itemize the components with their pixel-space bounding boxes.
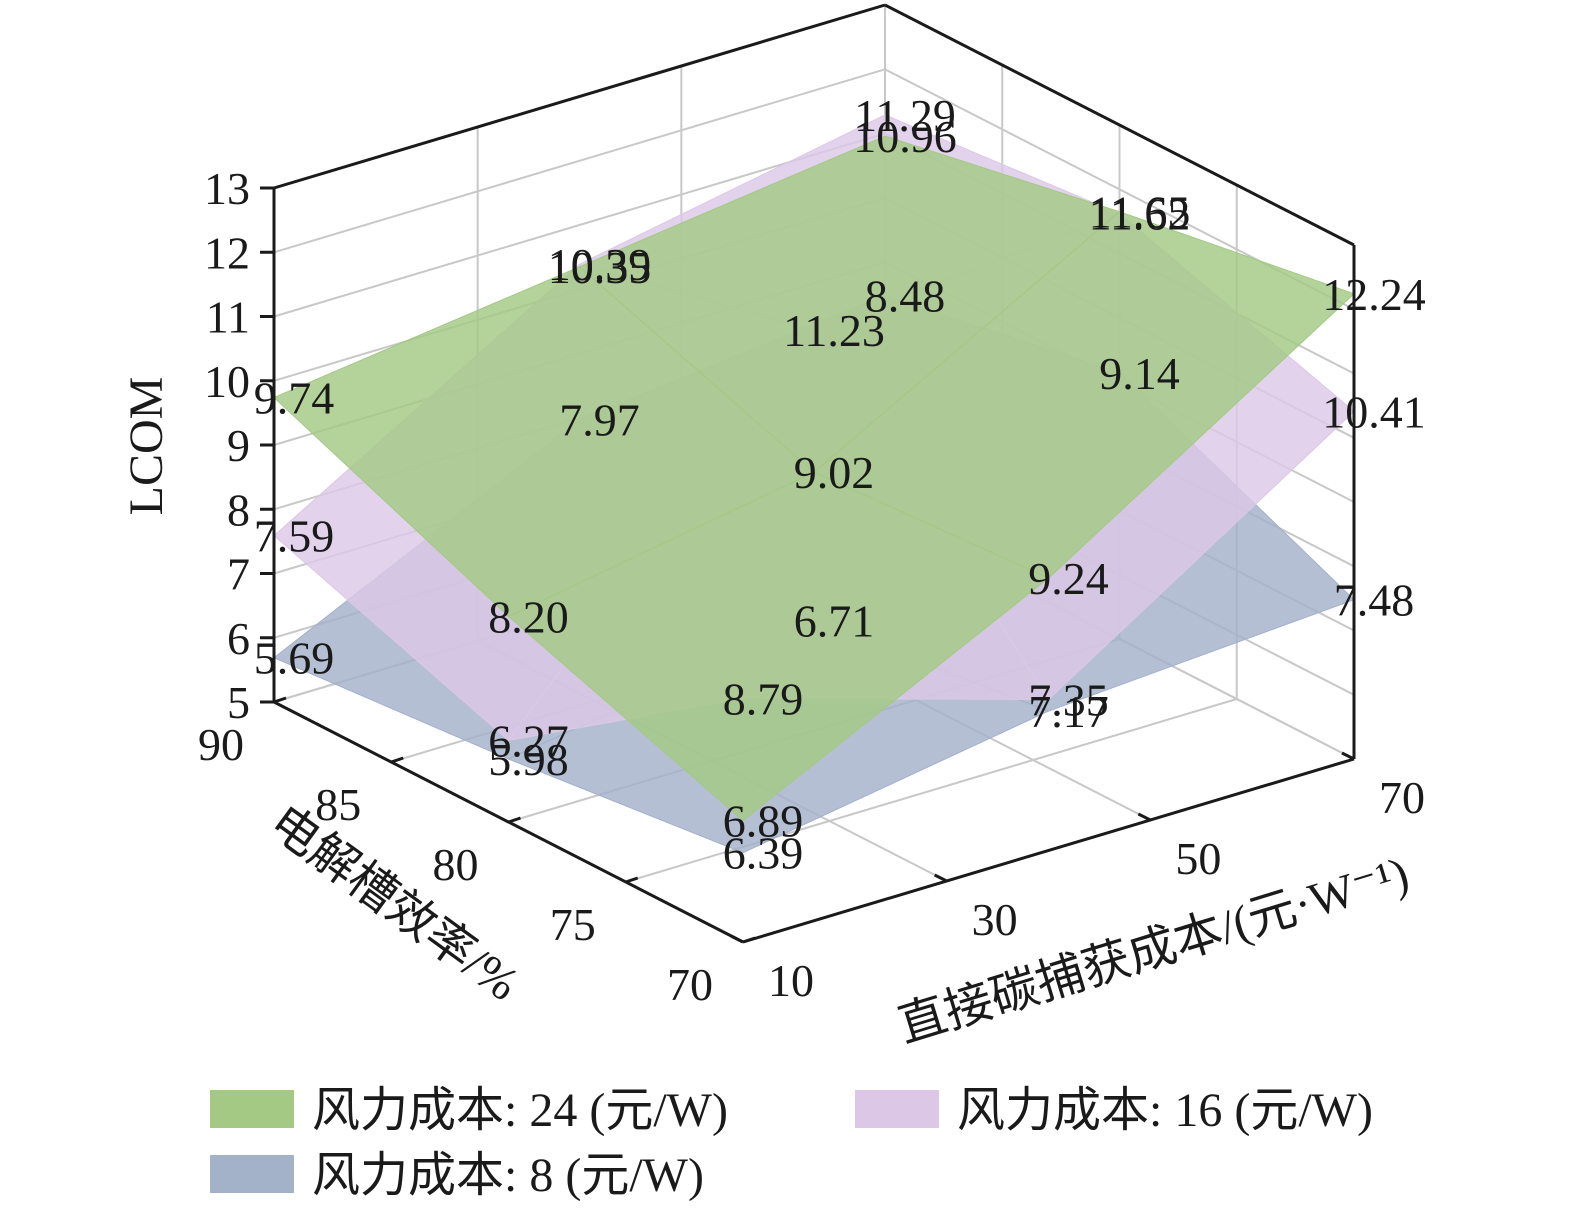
data-label: 8.48 (865, 270, 946, 321)
y-tick-label: 70 (667, 959, 713, 1010)
x-tick-label: 70 (1379, 772, 1425, 823)
x-axis-title: 直接碳捕获成本/(元·W⁻¹) (892, 847, 1415, 1053)
y-tick-label: 75 (550, 899, 596, 950)
legend-swatch (210, 1155, 294, 1193)
grid-line (625, 698, 1238, 883)
x-tick (1137, 812, 1152, 822)
data-label: 10.96 (853, 111, 957, 162)
y-tick (742, 936, 756, 944)
legend-label: 风力成本: 8 (元/W) (312, 1149, 704, 1202)
data-label: 6.39 (723, 828, 804, 879)
z-tick-label: 6 (227, 613, 250, 664)
axis-line (742, 757, 1355, 944)
data-label: 9.74 (254, 372, 335, 423)
y-tick (625, 876, 639, 884)
data-label: 7.17 (1028, 686, 1109, 737)
data-label: 11.65 (1089, 187, 1191, 238)
y-tick-label: 85 (315, 779, 361, 830)
surface-patch (578, 135, 1121, 473)
y-tick (508, 816, 521, 824)
z-tick-label: 10 (204, 356, 250, 407)
y-tick (390, 756, 404, 764)
z-tick-label: 7 (227, 549, 250, 600)
data-label: 8.20 (488, 591, 569, 642)
z-tick-label: 11 (206, 292, 250, 343)
data-label: 10.39 (548, 239, 652, 290)
data-label: 8.79 (723, 673, 804, 724)
y-tick-label: 90 (198, 719, 244, 770)
data-label: 6.71 (794, 596, 875, 647)
z-tick-label: 5 (227, 677, 250, 728)
data-label: 11.62 (1089, 189, 1191, 240)
data-label: 7.48 (1334, 575, 1415, 626)
x-tick (730, 934, 744, 944)
legend-swatch (210, 1090, 294, 1128)
axis-line (273, 3, 886, 190)
data-label: 10.41 (1322, 386, 1426, 437)
data-label: 12.24 (1322, 269, 1426, 320)
data-label: 5.98 (488, 734, 569, 785)
z-tick-label: 13 (204, 163, 250, 214)
value-labels: 9.74 8.20 6.89 10.35 9.02 9.24 10.96 11.65 12.24… (254, 90, 1426, 879)
legend-swatch (855, 1090, 939, 1128)
surfaces (273, 114, 1355, 854)
data-label: 6.89 (723, 796, 804, 847)
z-tick-label: 8 (227, 484, 250, 535)
y-axis-title: 电解槽效率/% (260, 796, 528, 1011)
axis-line (884, 3, 1355, 247)
x-tick-label: 10 (768, 955, 814, 1006)
data-label: 7.59 (254, 511, 335, 562)
data-label: 11.29 (854, 90, 956, 141)
data-label: 11.23 (783, 305, 885, 356)
legend-label: 风力成本: 24 (元/W) (312, 1084, 728, 1137)
x-tick (1341, 751, 1355, 761)
data-label: 7.35 (1028, 675, 1109, 726)
data-label: 9.24 (1028, 553, 1109, 604)
z-axis-title: LCOM (120, 377, 173, 516)
data-label: 7.97 (559, 395, 640, 446)
data-label: 9.14 (1099, 348, 1180, 399)
x-tick (933, 873, 948, 883)
x-tick-label: 50 (1175, 833, 1221, 884)
data-label: 9.02 (794, 447, 875, 498)
y-tick-label: 80 (433, 839, 479, 890)
data-label: 5.69 (254, 633, 335, 684)
grid-line (273, 68, 1355, 311)
z-tick-label: 9 (227, 420, 250, 471)
legend-label: 风力成本: 16 (元/W) (957, 1084, 1373, 1137)
legend: 风力成本: 24 (元/W) 风力成本: 16 (元/W) 风力成本: 8 (元/W… (210, 1084, 1373, 1202)
y-tick (273, 696, 287, 704)
data-label: 10.35 (548, 242, 652, 293)
x-tick-label: 30 (972, 894, 1018, 945)
z-tick-label: 12 (204, 227, 250, 278)
data-label: 6.27 (488, 715, 569, 766)
